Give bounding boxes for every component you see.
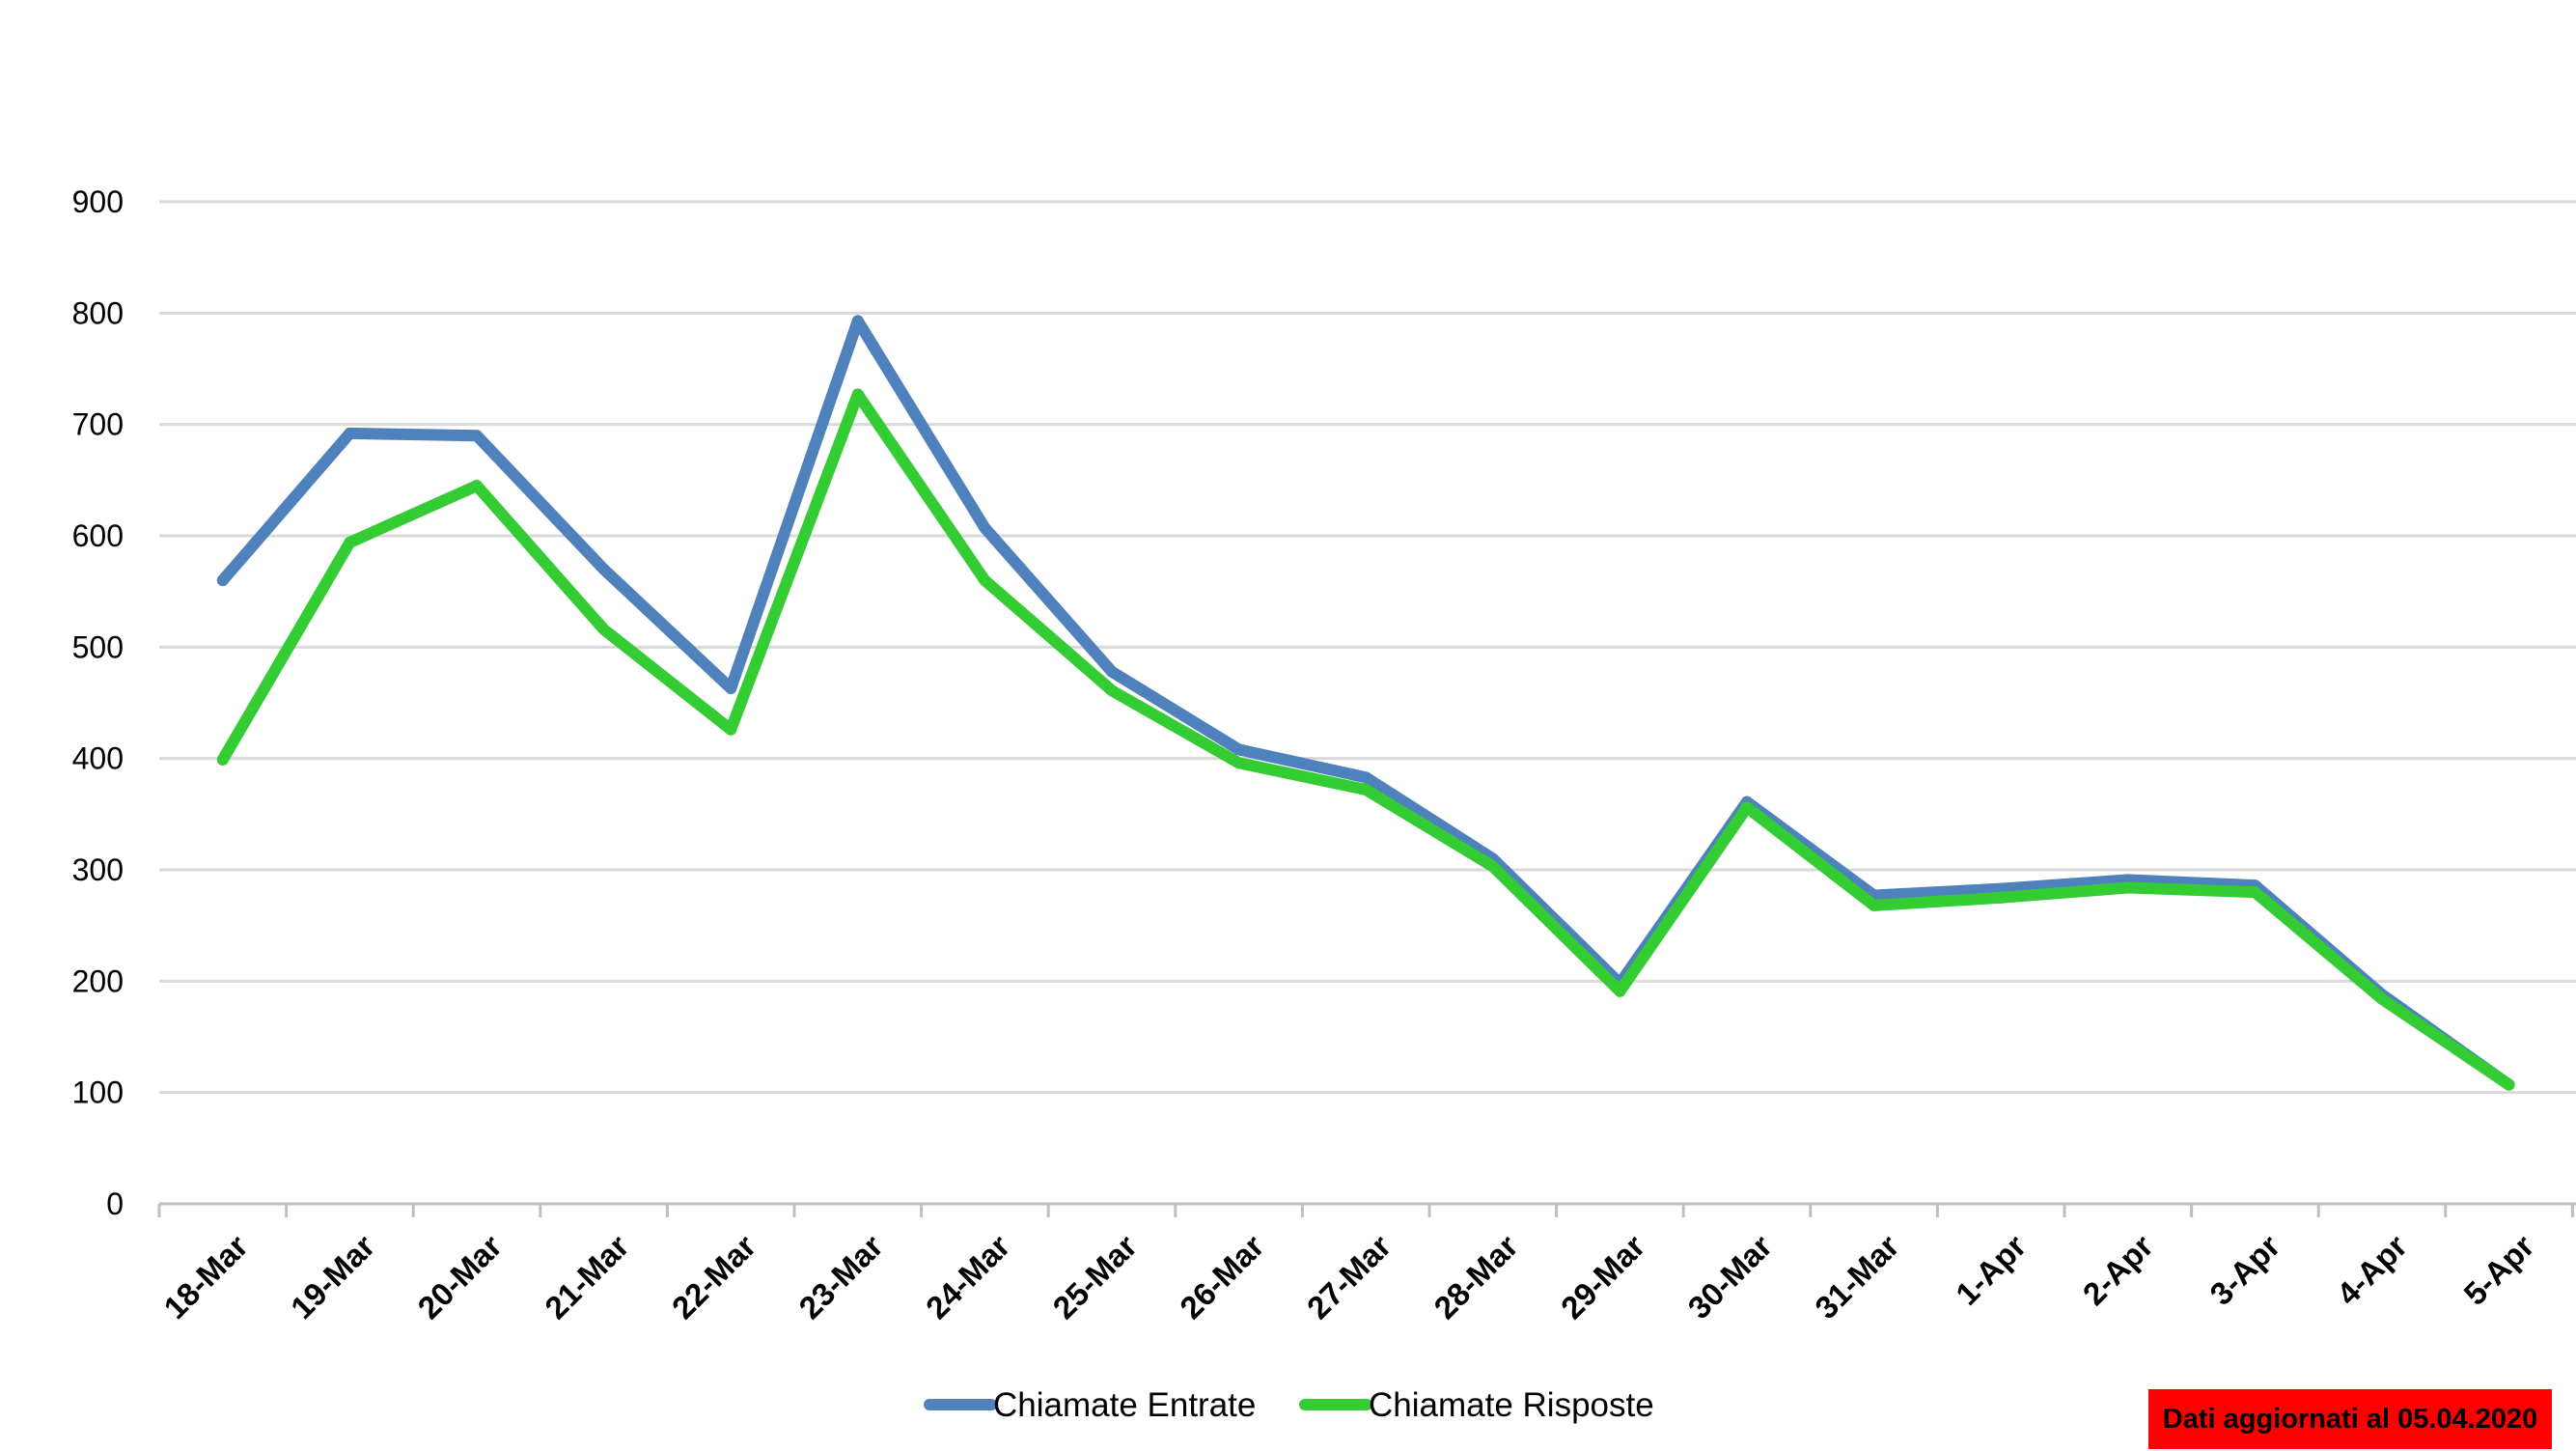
data-point [1233, 743, 1245, 756]
x-tick-label: 3-Apr [2202, 1228, 2286, 1312]
x-tick-label: 18-Mar [156, 1228, 254, 1325]
data-point [344, 427, 356, 439]
x-tick-label: 19-Mar [284, 1228, 381, 1325]
y-tick-label: 700 [72, 407, 124, 442]
data-point [471, 430, 483, 442]
data-point [471, 480, 483, 492]
y-tick-label: 100 [72, 1075, 124, 1110]
series-lines [216, 315, 2515, 1091]
x-tick-label: 24-Mar [919, 1228, 1016, 1325]
data-point [344, 536, 356, 548]
y-tick-label: 800 [72, 295, 124, 330]
data-point [597, 563, 610, 575]
data-point [725, 683, 737, 695]
x-tick-label: 28-Mar [1426, 1228, 1524, 1325]
y-tick-label: 300 [72, 852, 124, 887]
x-tick-label: 25-Mar [1046, 1228, 1144, 1325]
data-point [851, 388, 864, 401]
x-tick-label: 31-Mar [1808, 1228, 1905, 1325]
y-tick-label: 400 [72, 741, 124, 776]
data-point [1486, 860, 1499, 873]
data-point [216, 753, 229, 766]
data-point [1106, 684, 1118, 697]
data-point [2249, 886, 2261, 899]
data-point [1614, 985, 1626, 997]
data-point [1868, 899, 1880, 911]
data-point [1360, 771, 1372, 784]
data-point [851, 315, 864, 327]
data-point [1360, 783, 1372, 795]
data-point [979, 574, 991, 587]
data-point [1995, 891, 2008, 904]
series-line-1 [216, 315, 2515, 1091]
x-tick-label: 26-Mar [1173, 1228, 1270, 1325]
y-tick-label: 0 [106, 1186, 124, 1221]
legend-label: Chiamate Risposte [1369, 1386, 1654, 1424]
data-point [979, 521, 991, 534]
data-point [2376, 992, 2388, 1005]
x-tick-label: 30-Mar [1681, 1228, 1779, 1325]
data-updated-badge: Dati aggiornati al 05.04.2020 [2148, 1389, 2552, 1449]
data-point [1106, 665, 1118, 678]
y-tick-label: 600 [72, 518, 124, 553]
data-point [216, 574, 229, 587]
gridlines [159, 200, 2576, 1095]
data-point [725, 723, 737, 736]
x-tick-label: 21-Mar [538, 1228, 635, 1325]
x-tick-label: 2-Apr [2076, 1228, 2160, 1312]
x-axis: 18-Mar 19-Mar 20-Mar 21-Mar 22-Mar 23-Mar 24-M… [156, 1202, 2576, 1325]
y-tick-label: 200 [72, 963, 124, 998]
x-tick-label: 1-Apr [1949, 1228, 2033, 1312]
data-point [2503, 1078, 2515, 1091]
x-tick-label: 23-Mar [791, 1228, 889, 1325]
x-tick-label: 20-Mar [411, 1228, 509, 1325]
legend-label: Chiamate Entrate [993, 1386, 1256, 1424]
x-tick-label: 4-Apr [2330, 1228, 2414, 1312]
y-tick-label: 500 [72, 629, 124, 664]
data-point [1741, 801, 1753, 814]
data-point [597, 623, 610, 635]
y-tick-label: 900 [72, 184, 124, 219]
x-tick-label: 29-Mar [1554, 1228, 1651, 1325]
data-point [1233, 757, 1245, 769]
x-tick-label: 22-Mar [665, 1228, 762, 1325]
y-axis: 0 100 200 300 400 500 600 700 800 900 [72, 184, 124, 1221]
x-tick-label: 5-Apr [2456, 1228, 2540, 1312]
legend: Chiamate Entrate Chiamate Risposte [924, 1386, 1654, 1424]
data-point [2121, 881, 2134, 894]
x-tick-label: 27-Mar [1300, 1228, 1398, 1325]
